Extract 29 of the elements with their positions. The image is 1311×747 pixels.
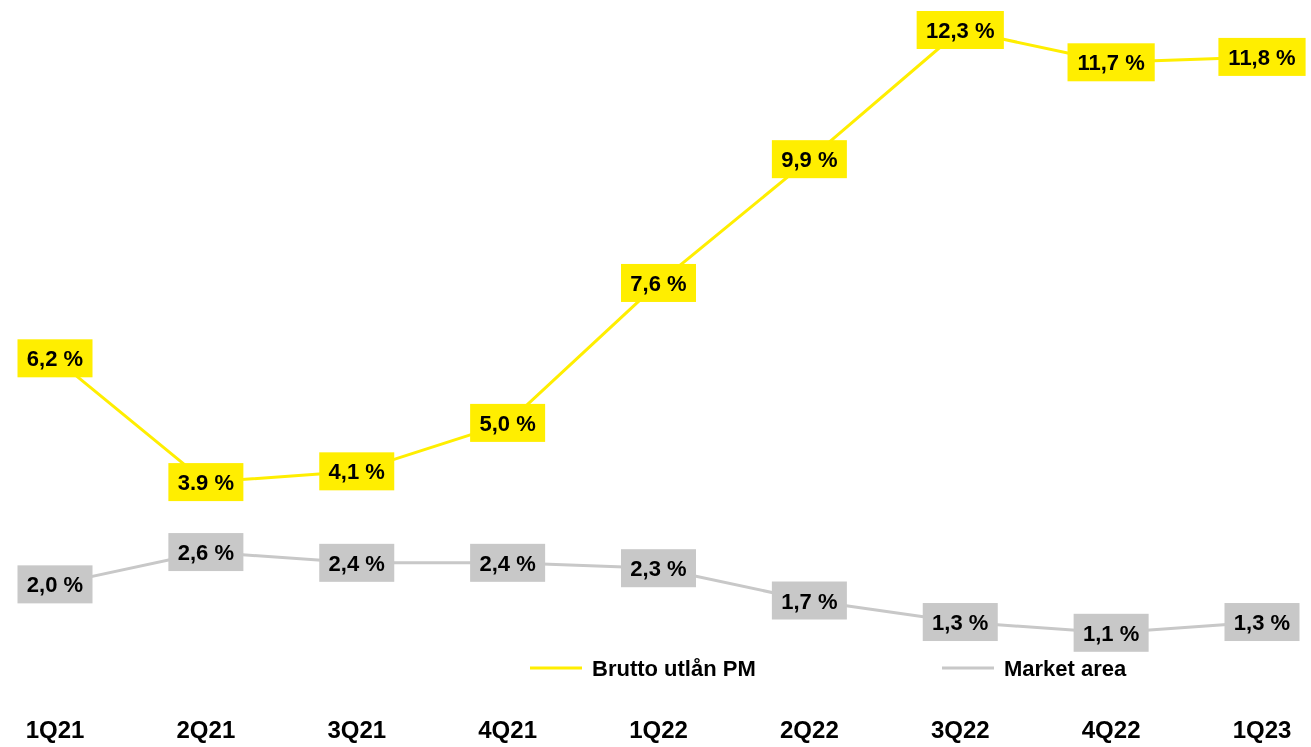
data-label: 11,7 % [1077, 50, 1145, 76]
x-tick-label: 3Q22 [930, 716, 990, 743]
data-label: 1,7 % [781, 588, 838, 614]
data-label: 2,0 % [26, 572, 84, 598]
data-label: 6,2 % [26, 346, 84, 372]
data-label: 2,4 % [328, 550, 385, 576]
x-tick-label: 1Q21 [25, 716, 85, 743]
x-tick-label: 1Q22 [629, 716, 688, 743]
data-label: 1,1 % [1082, 620, 1140, 646]
data-label: 11,8 % [1228, 44, 1296, 70]
data-label: 4,1 % [328, 459, 385, 485]
data-label: 2,3 % [630, 556, 687, 582]
x-tick-label: 1Q23 [1232, 716, 1292, 743]
x-tick-label: 2Q22 [780, 716, 839, 743]
x-tick-label: 2Q21 [176, 716, 236, 743]
data-label: 5,0 % [479, 410, 536, 436]
x-tick-label: 4Q22 [1081, 716, 1141, 743]
data-label: 1,3 % [932, 610, 989, 636]
data-label: 2,6 % [177, 540, 235, 566]
x-tick-label: 3Q21 [327, 716, 387, 743]
data-label: 1,3 % [1233, 610, 1291, 636]
data-label: 12,3 % [926, 18, 995, 43]
data-label: 7,6 % [630, 270, 687, 296]
legend-label: Brutto utlån PM [592, 656, 756, 681]
legend-label: Market area [1004, 656, 1128, 681]
data-label: 3.9 % [177, 470, 235, 496]
data-label: 2,4 % [479, 550, 536, 576]
x-tick-label: 4Q21 [478, 716, 537, 743]
data-label: 9,9 % [781, 147, 838, 173]
